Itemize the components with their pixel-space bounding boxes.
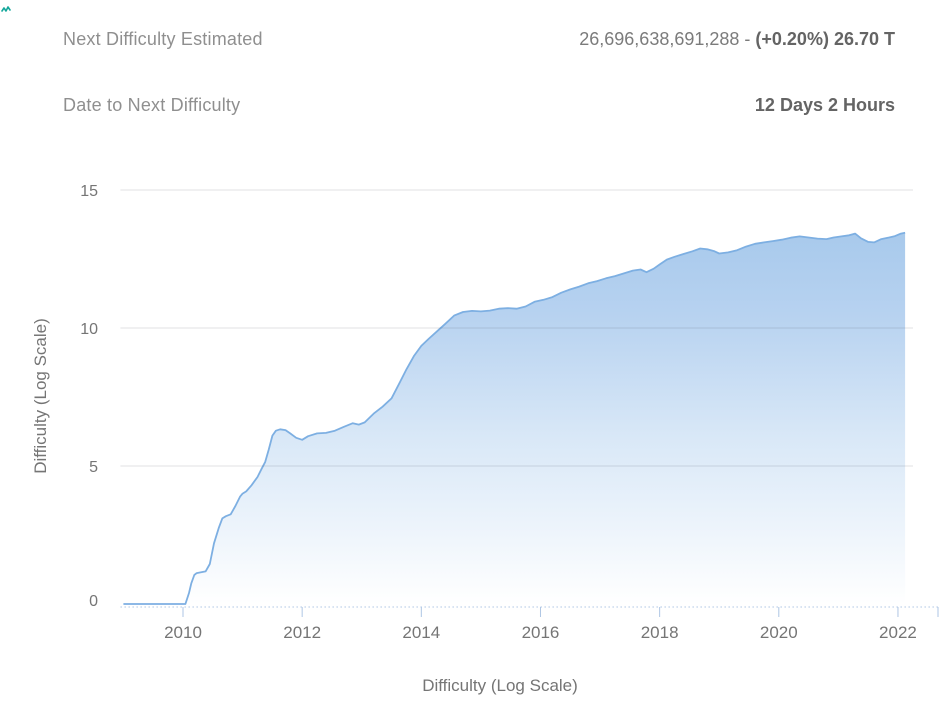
y-tick-label-15: 15 xyxy=(80,183,98,200)
next-difficulty-change: (+0.20%) 26.70 T xyxy=(755,29,895,49)
x-tick-label-2020: 2020 xyxy=(760,623,798,642)
y-tick-label-5: 5 xyxy=(89,459,98,476)
difficulty-area-fill[interactable] xyxy=(123,232,906,605)
y-axis-title: Difficulty (Log Scale) xyxy=(31,318,50,474)
next-difficulty-number: 26,696,638,691,288 - xyxy=(579,29,756,49)
x-tick-label-2014: 2014 xyxy=(402,623,440,642)
x-tick-label-2018: 2018 xyxy=(641,623,679,642)
date-to-next-label: Date to Next Difficulty xyxy=(63,95,241,115)
date-to-next-countdown: 12 Days 2 Hours xyxy=(754,95,895,115)
x-tick-label-2012: 2012 xyxy=(283,623,321,642)
next-difficulty-value: 26,696,638,691,288 - (+0.20%) 26.70 T xyxy=(579,29,895,50)
difficulty-line xyxy=(123,231,906,605)
x-tick-label-2010: 2010 xyxy=(164,623,202,642)
stat-row-date-to-next: Date to Next Difficulty 12 Days 2 Hours xyxy=(63,95,895,116)
stat-row-next-difficulty: Next Difficulty Estimated 26,696,638,691… xyxy=(63,29,895,50)
x-axis-title: Difficulty (Log Scale) xyxy=(422,676,578,695)
y-tick-label-0: 0 xyxy=(89,593,98,610)
y-tick-label-10: 10 xyxy=(80,321,98,338)
date-to-next-value: 12 Days 2 Hours xyxy=(755,95,895,116)
corner-artifact-icon xyxy=(1,6,11,12)
x-tick-label-2022: 2022 xyxy=(879,623,917,642)
x-tick-label-2016: 2016 xyxy=(522,623,560,642)
next-difficulty-label: Next Difficulty Estimated xyxy=(63,29,263,49)
